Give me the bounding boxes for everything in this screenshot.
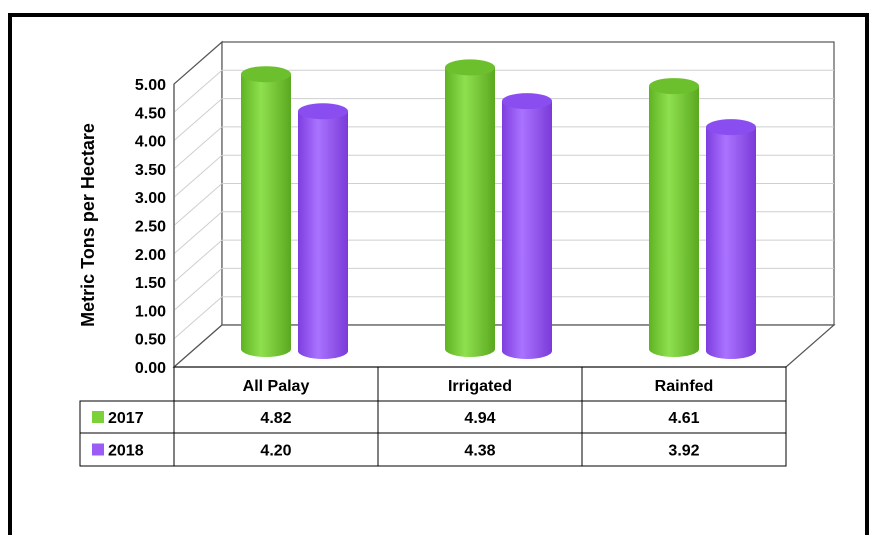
bar-top-2018-rainfed xyxy=(706,119,756,136)
gridline-side xyxy=(173,154,223,198)
y-axis-label: Metric Tons per Hectare xyxy=(78,123,98,327)
legend-swatch-2017 xyxy=(92,411,104,423)
y-tick-label: 5.00 xyxy=(135,77,166,94)
category-label: Irrigated xyxy=(448,378,512,395)
bar-top-2017-irrigated xyxy=(445,59,495,76)
y-tick-label: 1.00 xyxy=(135,303,166,320)
bar-2017-all-palay xyxy=(241,74,291,358)
bar-top-2017-all-palay xyxy=(241,66,291,83)
y-tick-label: 0.50 xyxy=(135,332,166,349)
data-label: 4.61 xyxy=(668,410,699,427)
y-tick-label: 3.00 xyxy=(135,190,166,207)
gridline-side xyxy=(173,296,223,340)
bar-2018-all-palay xyxy=(298,111,348,359)
data-label: 4.38 xyxy=(464,443,495,460)
gridline-side xyxy=(173,183,223,226)
data-label: 4.82 xyxy=(260,410,291,427)
gridline-side xyxy=(173,126,223,170)
bar-2018-irrigated xyxy=(502,101,552,359)
bar-2018-rainfed xyxy=(706,127,756,360)
data-label: 3.92 xyxy=(668,443,699,460)
y-tick-label: 1.50 xyxy=(135,275,166,292)
bar-2017-rainfed xyxy=(649,86,699,357)
y-tick-label: 4.00 xyxy=(135,134,166,151)
gridline-side xyxy=(173,268,223,311)
bar-top-2018-irrigated xyxy=(502,93,552,110)
category-label: Rainfed xyxy=(655,378,714,395)
gridline-side xyxy=(173,239,223,283)
bar-2017-irrigated xyxy=(445,67,495,358)
y-tick-label: 2.50 xyxy=(135,219,166,236)
gridline-side xyxy=(173,69,223,113)
legend-swatch-2018 xyxy=(92,443,104,456)
legend-label-2018: 2018 xyxy=(108,443,144,460)
y-tick-label: 3.50 xyxy=(135,162,166,179)
category-label: All Palay xyxy=(243,378,310,395)
y-axis-ticks: 0.00 0.50 1.00 1.50 2.00 2.50 3.00 3.50 4.00 4.50… xyxy=(135,77,166,377)
y-tick-label: 0.00 xyxy=(135,360,166,377)
legend-label-2017: 2017 xyxy=(108,410,144,427)
bar-top-2017-rainfed xyxy=(649,78,699,95)
y-tick-label: 4.50 xyxy=(135,105,166,122)
data-label: 4.94 xyxy=(464,410,495,427)
bars-layer xyxy=(241,59,756,360)
data-label: 4.20 xyxy=(260,443,291,460)
data-table: All Palay Irrigated Rainfed 2017 4.82 4.94 4.6… xyxy=(79,366,787,467)
y-tick-label: 2.00 xyxy=(135,247,166,264)
gridline-side xyxy=(173,98,223,141)
bar-top-2018-all-palay xyxy=(298,103,348,120)
gridline-side xyxy=(173,211,223,255)
